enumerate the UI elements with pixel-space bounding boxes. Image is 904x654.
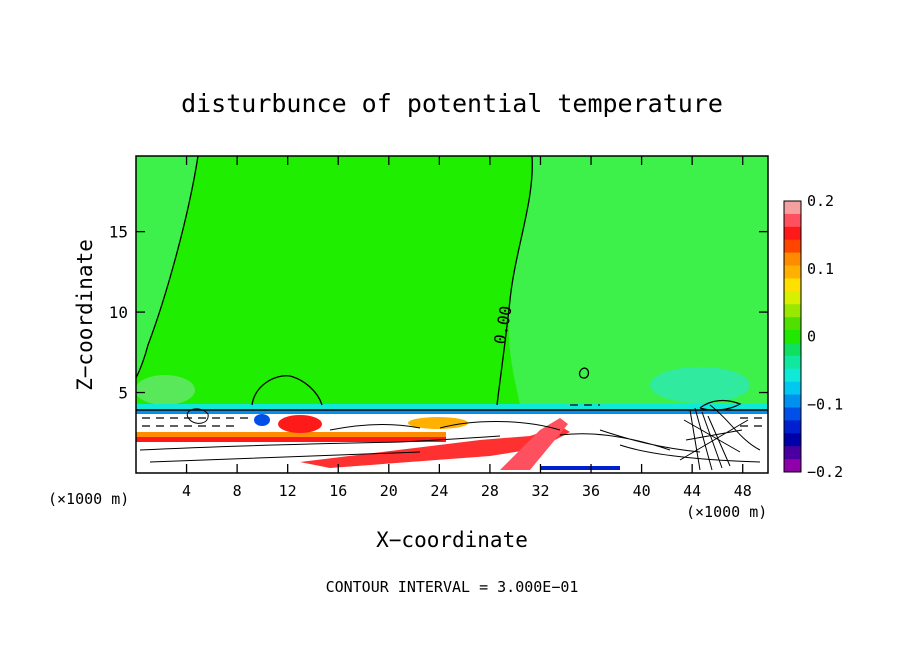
colorbar-segment [784,278,801,292]
colorbar-segment [784,381,801,396]
x-axis-label: X−coordinate [376,528,528,552]
colorbar-segment [784,433,801,447]
colorbar-segment [784,239,801,254]
colorbar-segment [784,342,801,357]
colorbar-segment [784,446,801,460]
field-dark-strip [540,466,620,470]
contour-lines-right-cluster [679,404,761,471]
colorbar-segment [784,265,801,279]
x-tick-label: 36 [582,482,600,500]
field-region-upper-right [508,156,768,405]
field-blob-blue [254,414,270,426]
y-tick-label: 15 [109,223,128,242]
y-axis-label: Z−coordinate [73,239,97,391]
colorbar-tick-label: 0 [807,328,816,346]
colorbar-tick-label: 0.1 [807,260,834,278]
y-tick-label: 5 [118,384,128,403]
x-tick-label: 4 [182,482,191,500]
x-tick-label: 24 [430,482,448,500]
colorbar-segment [784,330,801,344]
colorbar: 0.2 0.1 0 −0.1 −0.2 [783,192,843,481]
colorbar-segment [784,252,801,267]
colorbar-segment [784,459,801,473]
colorbar-segment [784,368,801,383]
field-blob-orange [408,417,468,429]
contour-lines [136,156,742,411]
contour-lines-lower [139,408,761,463]
colorbar-segment [784,226,801,241]
colorbar-segment [784,420,801,434]
colorbar-tick-label: 0.2 [807,192,834,210]
colorbar-segment [784,355,801,370]
colorbar-segment [784,304,801,318]
contour-dashes [142,404,766,427]
x-tick-label: 12 [279,482,297,500]
x-tick-label: 40 [633,482,651,500]
field-band-blue [136,410,768,414]
field-blob-red [278,415,322,433]
field-band-orange [136,432,446,439]
x-tick-label: 32 [531,482,549,500]
y-axis-ticks: 5 10 15 [109,223,768,403]
x-unit-left: (×1000 m) [48,490,129,508]
colorbar-tick-label: −0.2 [807,463,843,481]
field-bump-right [650,367,750,403]
colorbar-segment [784,317,801,331]
colorbar-segment [784,291,801,305]
colorbar-tick-label: −0.1 [807,395,843,413]
x-tick-label: 8 [233,482,242,500]
field-region-upper-left [136,156,198,378]
colorbar-segment [784,213,801,228]
contour-interval-note: CONTOUR INTERVAL = 3.000E−01 [326,578,579,596]
chart-title: disturbunce of potential temperature [181,89,723,118]
x-tick-label: 16 [329,482,347,500]
field-band-red [136,437,446,442]
colorbar-segment [784,201,801,215]
x-unit-right: (×1000 m) [686,503,767,521]
x-tick-label: 48 [734,482,752,500]
field-plume-diagonal [500,418,568,470]
colorbar-frame [783,200,802,473]
plot-area: 0.00 [135,155,769,474]
x-tick-label: 20 [380,482,398,500]
field-plume-red [300,426,570,468]
colorbar-segment [784,394,801,408]
x-tick-label: 28 [481,482,499,500]
x-tick-label: 44 [683,482,701,500]
x-axis-ticks: 4 8 12 16 20 24 28 32 36 40 44 48 [182,156,752,500]
y-tick-label: 10 [109,303,128,322]
plot-frame [135,155,769,474]
colorbar-segment [784,407,801,421]
field-bump-left [136,375,195,405]
